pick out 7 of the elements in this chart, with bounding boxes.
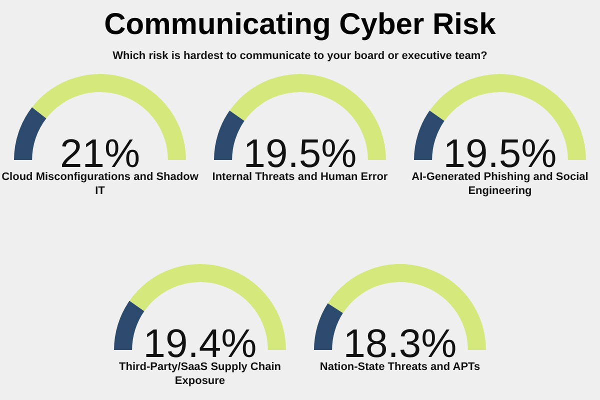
text: Internal Threats and Human Error [211,170,389,184]
text: Which risk is hardest to communicate to your board or executive team? [112,50,488,62]
text: Cloud Misconfigurations and Shadow IT [1,170,199,198]
text: Nation-State Threats and APTs [318,360,482,374]
text: AI-Generated Phishing and Social Engineering [410,170,590,198]
text: Communicating Cyber Risk [103,8,497,42]
text: Third-Party/SaaS Supply Chain Exposure [118,360,282,388]
